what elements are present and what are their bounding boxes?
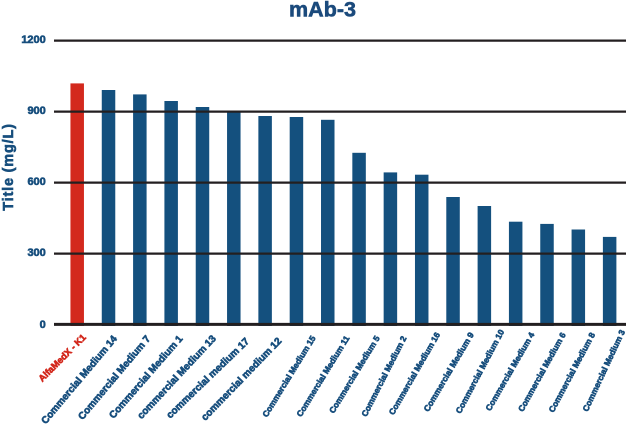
svg-text:900: 900 [27, 105, 45, 117]
svg-text:mAb-3: mAb-3 [289, 0, 356, 21]
svg-text:300: 300 [27, 247, 45, 259]
svg-text:1200: 1200 [21, 34, 45, 46]
svg-text:Title (mg/L): Title (mg/L) [1, 123, 17, 210]
svg-text:600: 600 [27, 176, 45, 188]
svg-text:0: 0 [40, 319, 46, 331]
